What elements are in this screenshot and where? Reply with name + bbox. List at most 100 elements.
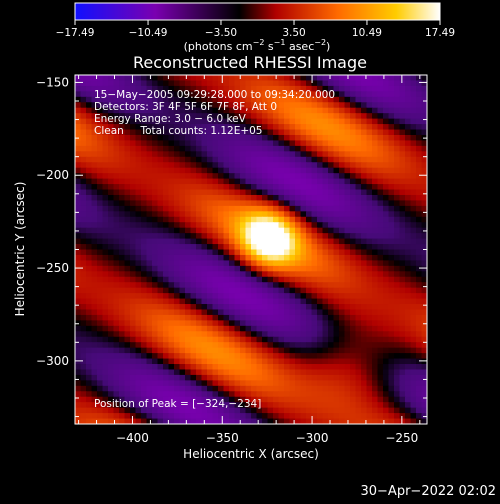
heatmap-cell [306,227,313,234]
heatmap-cell [124,282,131,289]
heatmap-cell [157,167,164,174]
heatmap-cell [372,374,379,381]
heatmap-cell [421,271,427,278]
heatmap-cell [108,156,115,163]
heatmap-cell [361,380,368,387]
heatmap-cell [366,238,373,245]
heatmap-cell [344,298,351,305]
heatmap-cell [421,309,427,316]
heatmap-cell [251,102,258,109]
heatmap-cell [410,91,417,98]
heatmap-cell [410,271,417,278]
heatmap-cell [190,396,197,403]
heatmap-cell [355,107,362,114]
heatmap-cell [207,325,214,332]
heatmap-cell [185,145,192,152]
heatmap-cell [86,358,93,365]
heatmap-cell [196,391,203,398]
heatmap-cell [135,91,142,98]
heatmap-cell [163,254,170,261]
heatmap-cell [196,167,203,174]
heatmap-cell [196,211,203,218]
heatmap-cell [185,129,192,136]
heatmap-cell [86,336,93,343]
heatmap-cell [119,407,126,414]
heatmap-cell [262,124,269,131]
heatmap-cell [267,85,274,92]
heatmap-cell [91,249,98,256]
heatmap-cell [350,320,357,327]
heatmap-cell [311,320,318,327]
heatmap-cell [174,124,181,131]
heatmap-cell [135,200,142,207]
heatmap-cell [190,156,197,163]
heatmap-cell [267,271,274,278]
heatmap-cell [240,342,247,349]
heatmap-cell [185,374,192,381]
heatmap-cell [152,304,159,311]
heatmap-cell [262,407,269,414]
heatmap-cell [113,96,120,103]
heatmap-cell [245,298,252,305]
heatmap-cell [124,189,131,196]
heatmap-cell [333,418,340,424]
heatmap-cell [240,364,247,371]
heatmap-cell [223,162,230,169]
heatmap-cell [306,145,313,152]
heatmap-cell [394,282,401,289]
heatmap-cell [383,134,390,142]
heatmap-cell [157,342,164,349]
heatmap-cell [168,298,175,305]
heatmap-cell [141,353,148,360]
heatmap-cell [366,364,373,371]
heatmap-cell [240,380,247,387]
heatmap-cell [273,151,280,158]
heatmap-cell [311,369,318,376]
heatmap-cell [267,391,274,398]
heatmap-cell [75,113,82,120]
heatmap-cell [97,233,104,240]
heatmap-cell [97,249,104,256]
heatmap-cell [201,102,208,109]
heatmap-cell [152,205,159,212]
heatmap-cell [234,282,241,289]
heatmap-cell [124,265,131,272]
heatmap-cell [102,396,109,403]
heatmap-cell [130,304,137,311]
heatmap-cell [108,134,115,142]
heatmap-cell [124,151,131,158]
heatmap-cell [223,369,230,376]
heatmap-cell [377,402,384,409]
heatmap-cell [399,85,406,92]
heatmap-cell [273,271,280,278]
heatmap-cell [229,189,236,196]
heatmap-cell [113,276,120,283]
heatmap-cell [86,342,93,349]
heatmap-cell [223,391,230,398]
heatmap-cell [245,364,252,371]
heatmap-cell [311,244,318,251]
heatmap-cell [207,118,214,125]
heatmap-cell [355,118,362,125]
heatmap-cell [234,254,241,261]
heatmap-cell [97,276,104,283]
heatmap-cell [300,402,307,409]
heatmap-cell [240,396,247,403]
heatmap-cell [86,260,93,267]
heatmap-cell [394,353,401,360]
heatmap-cell [388,331,395,338]
heatmap-cell [179,205,186,212]
heatmap-cell [256,298,263,305]
heatmap-cell [399,205,406,212]
heatmap-cell [333,413,340,420]
heatmap-cell [278,85,285,92]
heatmap-cell [152,413,159,420]
heatmap-cell [179,336,186,343]
heatmap-cell [405,342,412,349]
heatmap-cell [185,407,192,414]
heatmap-cell [262,342,269,349]
heatmap-cell [421,124,427,131]
heatmap-cell [157,113,164,120]
heatmap-cell [168,189,175,196]
